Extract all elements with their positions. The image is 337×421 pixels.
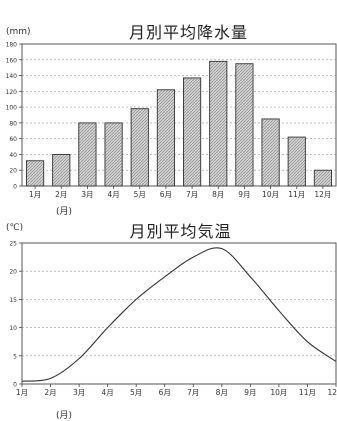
temp-plot-frame: [21, 242, 337, 385]
precip-y-tick-label: 60: [9, 136, 17, 143]
precip-chart-title: 月別平均降水量: [128, 23, 248, 42]
precip-y-tick-label: 160: [6, 57, 18, 64]
precip-x-tick-label: 11月: [288, 190, 305, 199]
precip-x-tick-label: 12月: [314, 190, 331, 199]
temp-month-label: (月): [56, 411, 73, 421]
precip-x-tick-label: 8月: [212, 190, 224, 199]
temp-x-tick-label: 8月: [216, 388, 228, 397]
precip-y-tick-label: 140: [6, 73, 18, 80]
precip-x-tick-label: 6月: [160, 190, 172, 199]
temp-x-tick-label: 12月: [327, 388, 337, 397]
precip-y-tick-label: 80: [9, 120, 17, 127]
precip-plot: 0 20 40 60 80 100 120 140 160 180 1月 2月 3月 4月 5月 6月 7月 8月…: [6, 42, 337, 199]
precip-y-tick-label: 20: [9, 168, 17, 175]
temp-x-tick-label: 2月: [44, 388, 56, 397]
temp-x-tick-label: 1月: [16, 388, 28, 397]
precip-y-tick-label: 180: [6, 42, 18, 49]
temp-x-tick-label: 11月: [299, 388, 316, 397]
precip-x-tick-label: 9月: [238, 190, 250, 199]
temp-x-tick-label: 6月: [159, 388, 171, 397]
temp-y-tick-label: 25: [9, 241, 17, 248]
temp-y-tick-label: 10: [9, 325, 17, 332]
precip-x-tick-label: 2月: [55, 190, 67, 199]
precip-y-tick-label: 0: [13, 184, 17, 191]
precip-x-tick-label: 4月: [107, 190, 119, 199]
temp-y-tick-label: 5: [13, 353, 17, 360]
temp-chart-title: 月別平均気温: [129, 222, 232, 241]
temp-x-tick-label: 5月: [130, 388, 142, 397]
temp-x-tick-label: 9月: [244, 388, 256, 397]
temp-y-tick-label: 0: [13, 382, 17, 389]
temp-x-tick-label: 3月: [73, 388, 85, 397]
precip-x-tick-label: 1月: [29, 190, 41, 199]
precip-x-tick-label: 7月: [186, 190, 198, 199]
temp-y-tick-label: 20: [9, 269, 17, 276]
precip-y-tick-label: 100: [6, 105, 18, 112]
precip-x-tick-label: 10月: [262, 190, 279, 199]
precip-y-tick-label: 40: [9, 152, 17, 159]
temp-unit-label: (℃): [6, 223, 24, 233]
precip-month-label: (月): [56, 207, 73, 217]
precip-x-tick-label: 5月: [134, 190, 146, 199]
precip-plot-frame: [21, 43, 337, 187]
temp-y-tick-label: 15: [9, 297, 17, 304]
precip-unit-label: (mm): [6, 27, 31, 37]
temp-x-tick-label: 7月: [187, 388, 199, 397]
temp-x-tick-label: 10月: [270, 388, 287, 397]
precip-y-tick-label: 120: [6, 89, 18, 96]
temp-x-tick-label: 4月: [101, 388, 113, 397]
precip-x-tick-label: 3月: [81, 190, 93, 199]
temp-series-line: [21, 247, 337, 382]
